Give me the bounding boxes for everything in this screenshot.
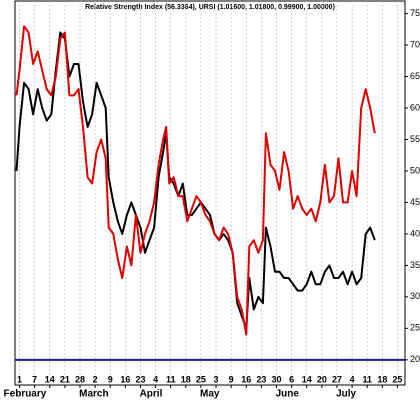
x-tick-label: 23 xyxy=(135,374,145,384)
chart-title: Relative Strength Index (56.3364), URSI … xyxy=(85,4,335,11)
x-tick-label: 9 xyxy=(108,374,113,384)
plot-frame xyxy=(14,0,406,386)
x-tick-label: 2 xyxy=(93,374,98,384)
y-tick-label: 25 xyxy=(410,323,420,333)
x-tick-label: 4 xyxy=(153,374,158,384)
y-tick-label: 20 xyxy=(410,354,420,364)
x-tick-label: 25 xyxy=(196,374,206,384)
x-tick-label: 14 xyxy=(302,374,312,384)
y-tick-label: 30 xyxy=(410,291,420,301)
y-tick-label: 60 xyxy=(410,102,420,112)
x-tick-label: 11 xyxy=(362,374,372,384)
month-label: February xyxy=(4,389,47,400)
x-tick-label: 20 xyxy=(317,374,327,384)
x-tick-label: 27 xyxy=(332,374,342,384)
y-tick-label: 40 xyxy=(410,228,420,238)
x-tick-label: 30 xyxy=(272,374,282,384)
lines xyxy=(15,25,376,336)
y-tick-label: 35 xyxy=(410,260,420,270)
x-tick-label: 4 xyxy=(350,374,355,384)
y-tick-label: 50 xyxy=(410,165,420,175)
y-tick-label: 65 xyxy=(410,71,420,81)
month-label: June xyxy=(276,389,300,400)
x-tick-label: 6 xyxy=(289,374,294,384)
month-label: May xyxy=(200,389,220,400)
x-tick-label: 3 xyxy=(214,374,219,384)
x-tick-label: 16 xyxy=(120,374,130,384)
x-tick-label: 18 xyxy=(377,374,387,384)
y-tick-label: 55 xyxy=(410,134,420,144)
month-label: July xyxy=(336,389,356,400)
y-tick-label: 70 xyxy=(410,39,420,49)
labels: 1 7 14 21 28 2 9 16 23 4 11 18 25 3 9 16 23 30 6 14 20 27 4 11 1… xyxy=(4,8,420,400)
x-tick-label: 1 xyxy=(17,374,22,384)
x-tick-label: 28 xyxy=(75,374,85,384)
y-tick-label: 75 xyxy=(410,8,420,18)
series-line xyxy=(15,25,376,336)
x-tick-label: 23 xyxy=(256,374,266,384)
x-tick-label: 21 xyxy=(60,374,70,384)
series-line xyxy=(15,31,376,330)
x-tick-label: 14 xyxy=(45,374,55,384)
month-label: March xyxy=(79,389,108,400)
x-tick-label: 16 xyxy=(241,374,251,384)
x-tick-label: 11 xyxy=(166,374,176,384)
x-tick-label: 25 xyxy=(392,374,402,384)
x-tick-label: 9 xyxy=(229,374,234,384)
x-tick-label: 7 xyxy=(32,374,37,384)
x-tick-label: 18 xyxy=(181,374,191,384)
y-tick-label: 45 xyxy=(410,197,420,207)
month-label: April xyxy=(140,389,163,400)
